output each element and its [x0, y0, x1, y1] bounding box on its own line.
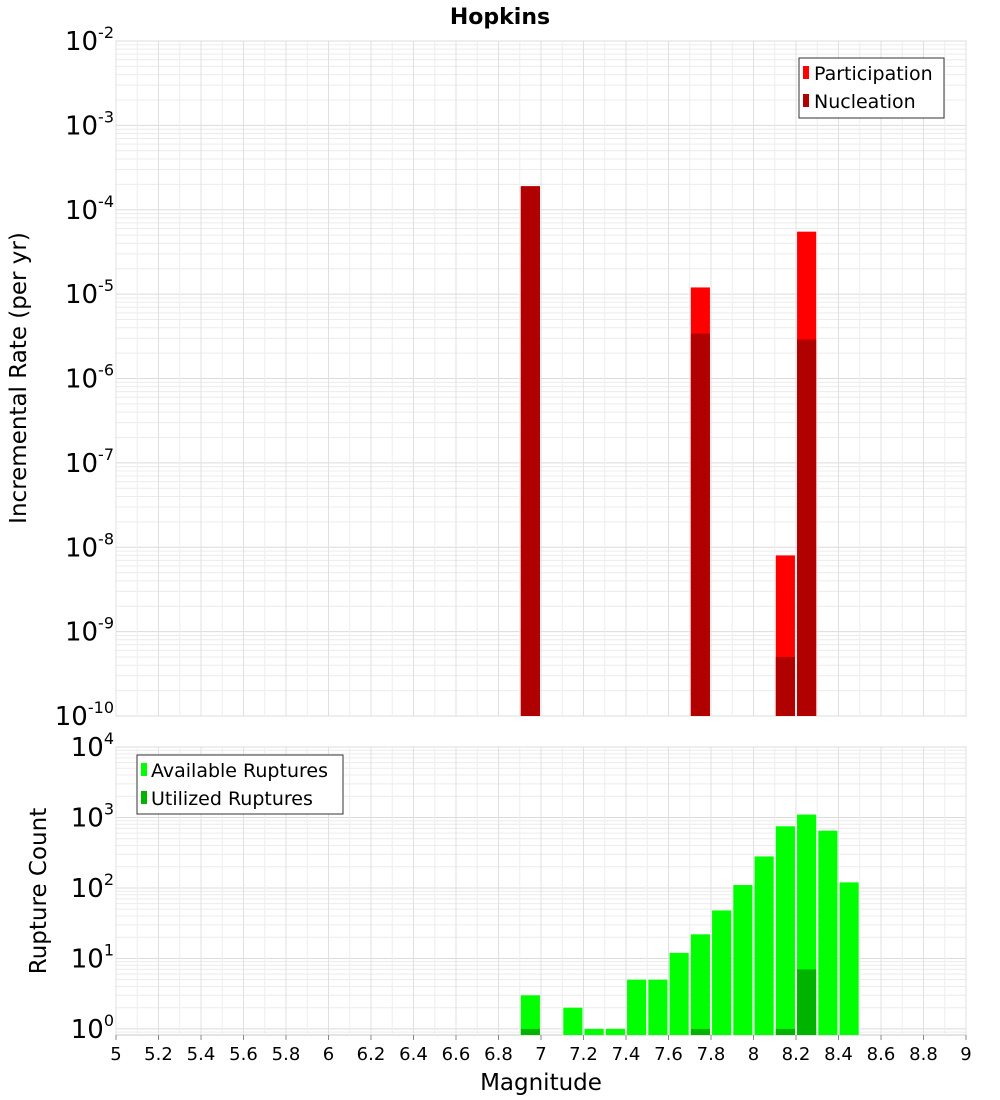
top-legend-box: [798, 57, 945, 119]
x-tick-label: 5.4: [187, 1044, 216, 1065]
y-tick-label: 10-9: [65, 614, 114, 648]
legend-label-participation: Participation: [814, 63, 933, 85]
x-tick-label: 6.8: [484, 1044, 513, 1065]
x-tick-label: 5.2: [144, 1044, 173, 1065]
legend-swatch-available: [141, 763, 147, 776]
x-tick-label: 6.2: [357, 1044, 386, 1065]
legend-swatch-nucleation: [803, 94, 809, 107]
bar-nucleation: [797, 339, 817, 716]
y-tick-label: 10-6: [65, 361, 114, 395]
bar-utilized-ruptures: [520, 1028, 540, 1035]
x-tick-label: 5.8: [272, 1044, 301, 1065]
bottom-panel: 100 101 102 103 104 5 5.2 5.4 5.6 5.8 6 6.2 6.4 6.6 6…: [26, 729, 972, 1096]
bar-available-ruptures: [669, 952, 689, 1035]
top-bars: [520, 186, 817, 716]
x-tick-label: 7.4: [612, 1044, 641, 1065]
bar-utilized-ruptures: [775, 1028, 795, 1035]
bar-available-ruptures: [818, 830, 838, 1035]
bar-available-ruptures: [584, 1028, 604, 1035]
x-tick-label: 8.4: [824, 1044, 853, 1065]
bar-nucleation: [520, 186, 540, 716]
top-legend: Participation Nucleation: [798, 57, 945, 119]
y-tick-label: 103: [71, 799, 114, 833]
x-tick-label: 7.2: [569, 1044, 598, 1065]
top-y-axis-label: Incremental Rate (per yr): [6, 232, 32, 524]
y-tick-label: 10-4: [65, 192, 114, 226]
bottom-y-axis-label: Rupture Count: [26, 808, 52, 974]
y-tick-label: 10-5: [65, 276, 114, 310]
x-tick-label: 6: [323, 1044, 334, 1065]
x-tick-label: 6.6: [442, 1044, 471, 1065]
y-tick-label: 100: [71, 1011, 114, 1045]
bar-utilized-ruptures: [690, 1028, 710, 1035]
bar-available-ruptures: [520, 995, 540, 1035]
bar-nucleation: [690, 333, 710, 716]
y-tick-label: 10-8: [65, 529, 114, 563]
legend-label-utilized: Utilized Ruptures: [151, 788, 313, 810]
x-tick-label: 7.8: [697, 1044, 726, 1065]
bar-available-ruptures: [733, 885, 753, 1035]
legend-label-nucleation: Nucleation: [814, 91, 916, 113]
bottom-bars: [520, 814, 859, 1035]
x-tick-label: 9: [960, 1044, 971, 1065]
x-tick-label: 5.6: [229, 1044, 258, 1065]
x-tick-label: 7.6: [654, 1044, 683, 1065]
y-tick-label: 102: [71, 870, 114, 904]
x-tick-label: 8: [748, 1044, 759, 1065]
bar-available-ruptures: [690, 934, 710, 1035]
chart-title: Hopkins: [450, 5, 550, 30]
legend-label-available: Available Ruptures: [151, 760, 328, 782]
y-tick-label: 10-2: [65, 23, 114, 57]
x-tick-label: 8.2: [782, 1044, 811, 1065]
legend-swatch-utilized: [141, 791, 147, 804]
bar-available-ruptures: [627, 979, 647, 1035]
bottom-legend: Available Ruptures Utilized Ruptures: [136, 754, 344, 815]
top-gridlines: [115, 40, 967, 717]
x-tick-label: 5: [110, 1044, 121, 1065]
bar-nucleation: [775, 657, 795, 716]
bar-available-ruptures: [563, 1007, 583, 1035]
legend-swatch-participation: [803, 66, 809, 79]
y-tick-label: 101: [71, 940, 114, 974]
x-axis-label: Magnitude: [480, 1070, 602, 1096]
bar-available-ruptures: [605, 1028, 625, 1035]
y-tick-label: 104: [71, 729, 114, 763]
x-tick-labels: 5 5.2 5.4 5.6 5.8 6 6.2 6.4 6.6 6.8 7 7.2 7.4 7.6 7.8 8…: [110, 1035, 972, 1065]
bottom-legend-box: [136, 754, 344, 815]
bar-available-ruptures: [648, 979, 668, 1035]
bar-available-ruptures: [839, 882, 859, 1035]
top-panel: 10-10 10-9 10-8 10-7 10-6 10-5 10-4 10-3 10-2 In…: [6, 23, 967, 732]
y-tick-label: 10-7: [65, 445, 114, 479]
y-tick-label: 10-3: [65, 107, 114, 141]
bar-available-ruptures: [712, 910, 732, 1035]
bar-available-ruptures: [775, 826, 795, 1035]
top-y-tick-labels: 10-10 10-9 10-8 10-7 10-6 10-5 10-4 10-3 10-2: [55, 23, 114, 732]
bar-utilized-ruptures: [797, 969, 817, 1035]
y-tick-label: 10-10: [55, 698, 114, 732]
x-tick-label: 7: [535, 1044, 546, 1065]
bottom-y-tick-labels: 100 101 102 103 104: [71, 729, 114, 1045]
x-tick-label: 8.8: [909, 1044, 938, 1065]
bar-available-ruptures: [754, 856, 774, 1035]
x-tick-label: 6.4: [399, 1044, 428, 1065]
x-tick-label: 8.6: [867, 1044, 896, 1065]
